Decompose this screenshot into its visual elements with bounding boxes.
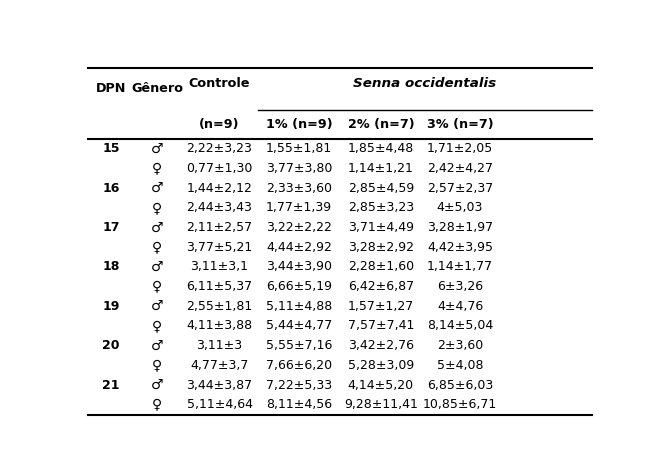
Text: 8,11±4,56: 8,11±4,56: [266, 398, 332, 411]
Text: 2,55±1,81: 2,55±1,81: [186, 300, 253, 313]
Text: 5±4,08: 5±4,08: [437, 359, 483, 372]
Text: 2,33±3,60: 2,33±3,60: [267, 182, 332, 195]
Text: ♀: ♀: [152, 240, 162, 254]
Text: 1,57±1,27: 1,57±1,27: [348, 300, 414, 313]
Text: 5,44±4,77: 5,44±4,77: [266, 319, 332, 332]
Text: ♂: ♂: [151, 260, 164, 274]
Text: 3,11±3: 3,11±3: [196, 339, 243, 352]
Text: Controle: Controle: [189, 77, 251, 90]
Text: 2,57±2,37: 2,57±2,37: [427, 182, 493, 195]
Text: 15: 15: [102, 142, 120, 155]
Text: 4±5,03: 4±5,03: [437, 201, 483, 214]
Text: 2,85±4,59: 2,85±4,59: [348, 182, 414, 195]
Text: DPN: DPN: [96, 82, 127, 95]
Text: 4,77±3,7: 4,77±3,7: [190, 359, 249, 372]
Text: 1,85±4,48: 1,85±4,48: [348, 142, 414, 155]
Text: ♀: ♀: [152, 201, 162, 215]
Text: 3,28±2,92: 3,28±2,92: [348, 241, 414, 254]
Text: 5,55±7,16: 5,55±7,16: [266, 339, 332, 352]
Text: 2,42±4,27: 2,42±4,27: [427, 162, 493, 175]
Text: ♀: ♀: [152, 358, 162, 373]
Text: 16: 16: [103, 182, 120, 195]
Text: 3,22±2,22: 3,22±2,22: [267, 221, 332, 234]
Text: 3,11±3,1: 3,11±3,1: [190, 260, 249, 273]
Text: (n=9): (n=9): [200, 118, 240, 131]
Text: ♀: ♀: [152, 319, 162, 333]
Text: 2,22±3,23: 2,22±3,23: [186, 142, 253, 155]
Text: 2,28±1,60: 2,28±1,60: [348, 260, 414, 273]
Text: 2% (n=7): 2% (n=7): [347, 118, 414, 131]
Text: 5,11±4,64: 5,11±4,64: [186, 398, 253, 411]
Text: 6±3,26: 6±3,26: [437, 280, 483, 293]
Text: ♀: ♀: [152, 162, 162, 175]
Text: 10,85±6,71: 10,85±6,71: [423, 398, 497, 411]
Text: ♂: ♂: [151, 142, 164, 156]
Text: 4,44±2,92: 4,44±2,92: [267, 241, 332, 254]
Text: 4±4,76: 4±4,76: [437, 300, 483, 313]
Text: 6,85±6,03: 6,85±6,03: [427, 379, 493, 392]
Text: 7,22±5,33: 7,22±5,33: [266, 379, 332, 392]
Text: 1,71±2,05: 1,71±2,05: [427, 142, 493, 155]
Text: 5,11±4,88: 5,11±4,88: [266, 300, 332, 313]
Text: Senna occidentalis: Senna occidentalis: [353, 77, 496, 90]
Text: 21: 21: [102, 379, 120, 392]
Text: ♀: ♀: [152, 280, 162, 293]
Text: 3,42±2,76: 3,42±2,76: [348, 339, 414, 352]
Text: 0,77±1,30: 0,77±1,30: [186, 162, 253, 175]
Text: 3,71±4,49: 3,71±4,49: [348, 221, 414, 234]
Text: 6,11±5,37: 6,11±5,37: [186, 280, 253, 293]
Text: ♀: ♀: [152, 398, 162, 412]
Text: Gênero: Gênero: [131, 82, 184, 95]
Text: 20: 20: [102, 339, 120, 352]
Text: 4,11±3,88: 4,11±3,88: [186, 319, 253, 332]
Text: 9,28±11,41: 9,28±11,41: [344, 398, 418, 411]
Text: 2,85±3,23: 2,85±3,23: [348, 201, 414, 214]
Text: 1,77±1,39: 1,77±1,39: [266, 201, 332, 214]
Text: ♂: ♂: [151, 220, 164, 235]
Text: ♂: ♂: [151, 299, 164, 313]
Text: 4,14±5,20: 4,14±5,20: [348, 379, 414, 392]
Text: 6,66±5,19: 6,66±5,19: [267, 280, 332, 293]
Text: 1,44±2,12: 1,44±2,12: [186, 182, 253, 195]
Text: 7,66±6,20: 7,66±6,20: [266, 359, 332, 372]
Text: ♂: ♂: [151, 181, 164, 195]
Text: 3,77±5,21: 3,77±5,21: [186, 241, 253, 254]
Text: 6,42±6,87: 6,42±6,87: [348, 280, 414, 293]
Text: 5,28±3,09: 5,28±3,09: [348, 359, 414, 372]
Text: 18: 18: [103, 260, 120, 273]
Text: 3,44±3,87: 3,44±3,87: [186, 379, 253, 392]
Text: ♂: ♂: [151, 378, 164, 392]
Text: 8,14±5,04: 8,14±5,04: [427, 319, 493, 332]
Text: 2,44±3,43: 2,44±3,43: [186, 201, 253, 214]
Text: 7,57±7,41: 7,57±7,41: [347, 319, 414, 332]
Text: 4,42±3,95: 4,42±3,95: [427, 241, 493, 254]
Text: 17: 17: [102, 221, 120, 234]
Text: 3,44±3,90: 3,44±3,90: [267, 260, 332, 273]
Text: 2,11±2,57: 2,11±2,57: [186, 221, 253, 234]
Text: 2±3,60: 2±3,60: [437, 339, 483, 352]
Text: 1,14±1,77: 1,14±1,77: [427, 260, 493, 273]
Text: ♂: ♂: [151, 338, 164, 353]
Text: 3,28±1,97: 3,28±1,97: [427, 221, 493, 234]
Text: 1,14±1,21: 1,14±1,21: [348, 162, 414, 175]
Text: 3% (n=7): 3% (n=7): [427, 118, 493, 131]
Text: 1% (n=9): 1% (n=9): [266, 118, 333, 131]
Text: 1,55±1,81: 1,55±1,81: [266, 142, 332, 155]
Text: 3,77±3,80: 3,77±3,80: [266, 162, 332, 175]
Text: 19: 19: [103, 300, 120, 313]
